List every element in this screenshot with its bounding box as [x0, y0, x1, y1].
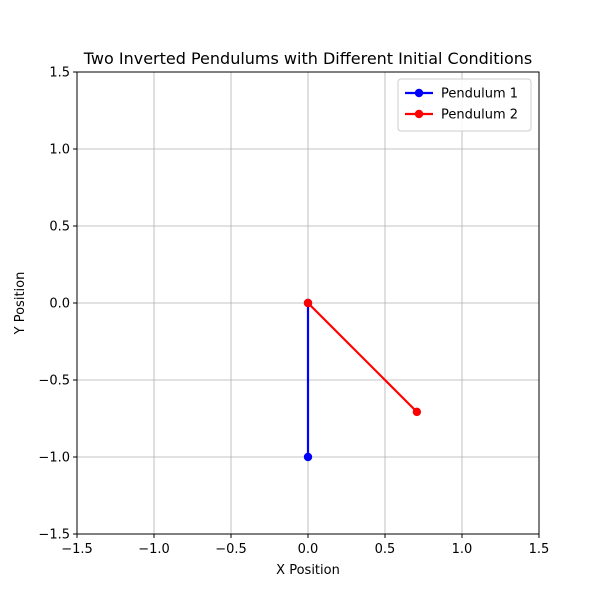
y-tick-label: 0.5	[49, 220, 70, 235]
series-2-point	[412, 407, 422, 417]
x-tick-label: 0.5	[375, 542, 396, 557]
y-tick-label: 0.0	[49, 297, 70, 312]
series-line-2	[307, 302, 418, 413]
y-tick-label: −1.0	[38, 451, 70, 466]
x-tick-label: −1.5	[61, 542, 93, 557]
legend: Pendulum 1 Pendulum 2	[397, 78, 532, 132]
y-tick-label: 1.0	[49, 143, 70, 158]
legend-marker-1	[414, 88, 424, 98]
legend-marker-2	[414, 109, 424, 119]
y-axis: −1.5 −1.0 −0.5 0.0 0.5 1.0 1.5	[38, 66, 77, 543]
x-tick-label: 1.0	[452, 542, 473, 557]
x-tick-label: 1.5	[529, 542, 550, 557]
plot-area	[303, 298, 422, 462]
chart-title: Two Inverted Pendulums with Different In…	[83, 49, 532, 68]
x-tick-label: 0.0	[298, 542, 319, 557]
series-1-point	[303, 452, 313, 462]
x-axis-label: X Position	[276, 563, 340, 578]
x-axis: −1.5 −1.0 −0.5 0.0 0.5 1.0 1.5	[61, 534, 549, 557]
y-tick-label: −0.5	[38, 374, 70, 389]
y-axis-label: Y Position	[13, 272, 28, 336]
x-tick-label: −0.5	[215, 542, 247, 557]
legend-label-2: Pendulum 2	[441, 108, 518, 123]
y-tick-label: 1.5	[49, 66, 70, 81]
x-tick-label: −1.0	[138, 542, 170, 557]
y-tick-label: −1.5	[38, 528, 70, 543]
series-2-point	[303, 298, 313, 308]
legend-label-1: Pendulum 1	[441, 87, 518, 102]
